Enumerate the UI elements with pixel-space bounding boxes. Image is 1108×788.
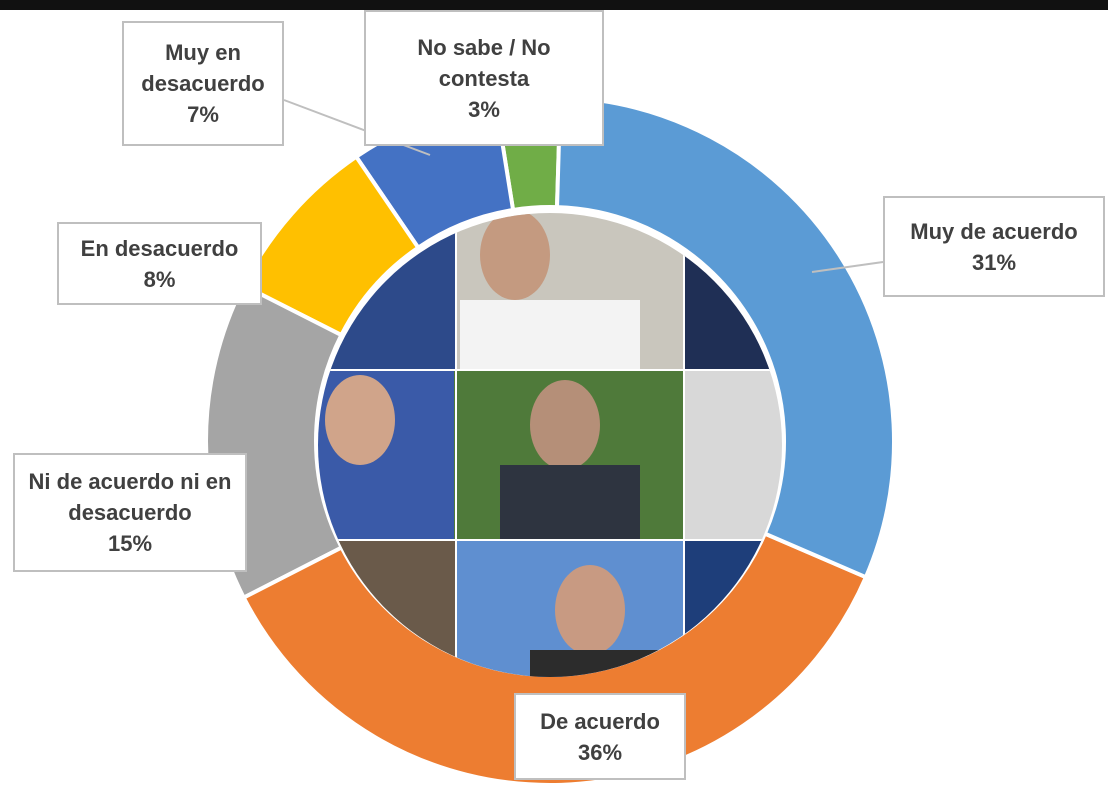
- category-label: Muy de acuerdo: [910, 218, 1078, 244]
- top-bar: [0, 0, 1108, 10]
- category-label: Ni de acuerdo ni en desacuerdo: [28, 469, 232, 525]
- value-label: 36%: [577, 739, 623, 765]
- data-label: Muy de acuerdo 31%: [883, 196, 1105, 297]
- value-label: 31%: [971, 249, 1017, 275]
- data-label: Muy en desacuerdo 7%: [122, 21, 284, 146]
- donut-slice: [554, 95, 896, 580]
- category-label: Muy en desacuerdo: [141, 40, 265, 96]
- value-label: 8%: [143, 266, 176, 292]
- category-label: De acuerdo: [540, 708, 660, 734]
- data-label: No sabe / No contesta 3%: [364, 10, 604, 146]
- value-label: 15%: [107, 531, 153, 556]
- value-label: 3%: [468, 96, 500, 122]
- data-label: De acuerdo 36%: [514, 693, 686, 780]
- data-label: En desacuerdo 8%: [57, 222, 262, 305]
- donut-slice: [240, 153, 421, 338]
- value-label: 7%: [187, 102, 219, 127]
- category-label: En desacuerdo: [80, 235, 239, 261]
- data-label: Ni de acuerdo ni en desacuerdo 15%: [13, 453, 247, 572]
- category-label: No sabe / No contesta: [417, 34, 551, 91]
- leader-line: [811, 261, 884, 273]
